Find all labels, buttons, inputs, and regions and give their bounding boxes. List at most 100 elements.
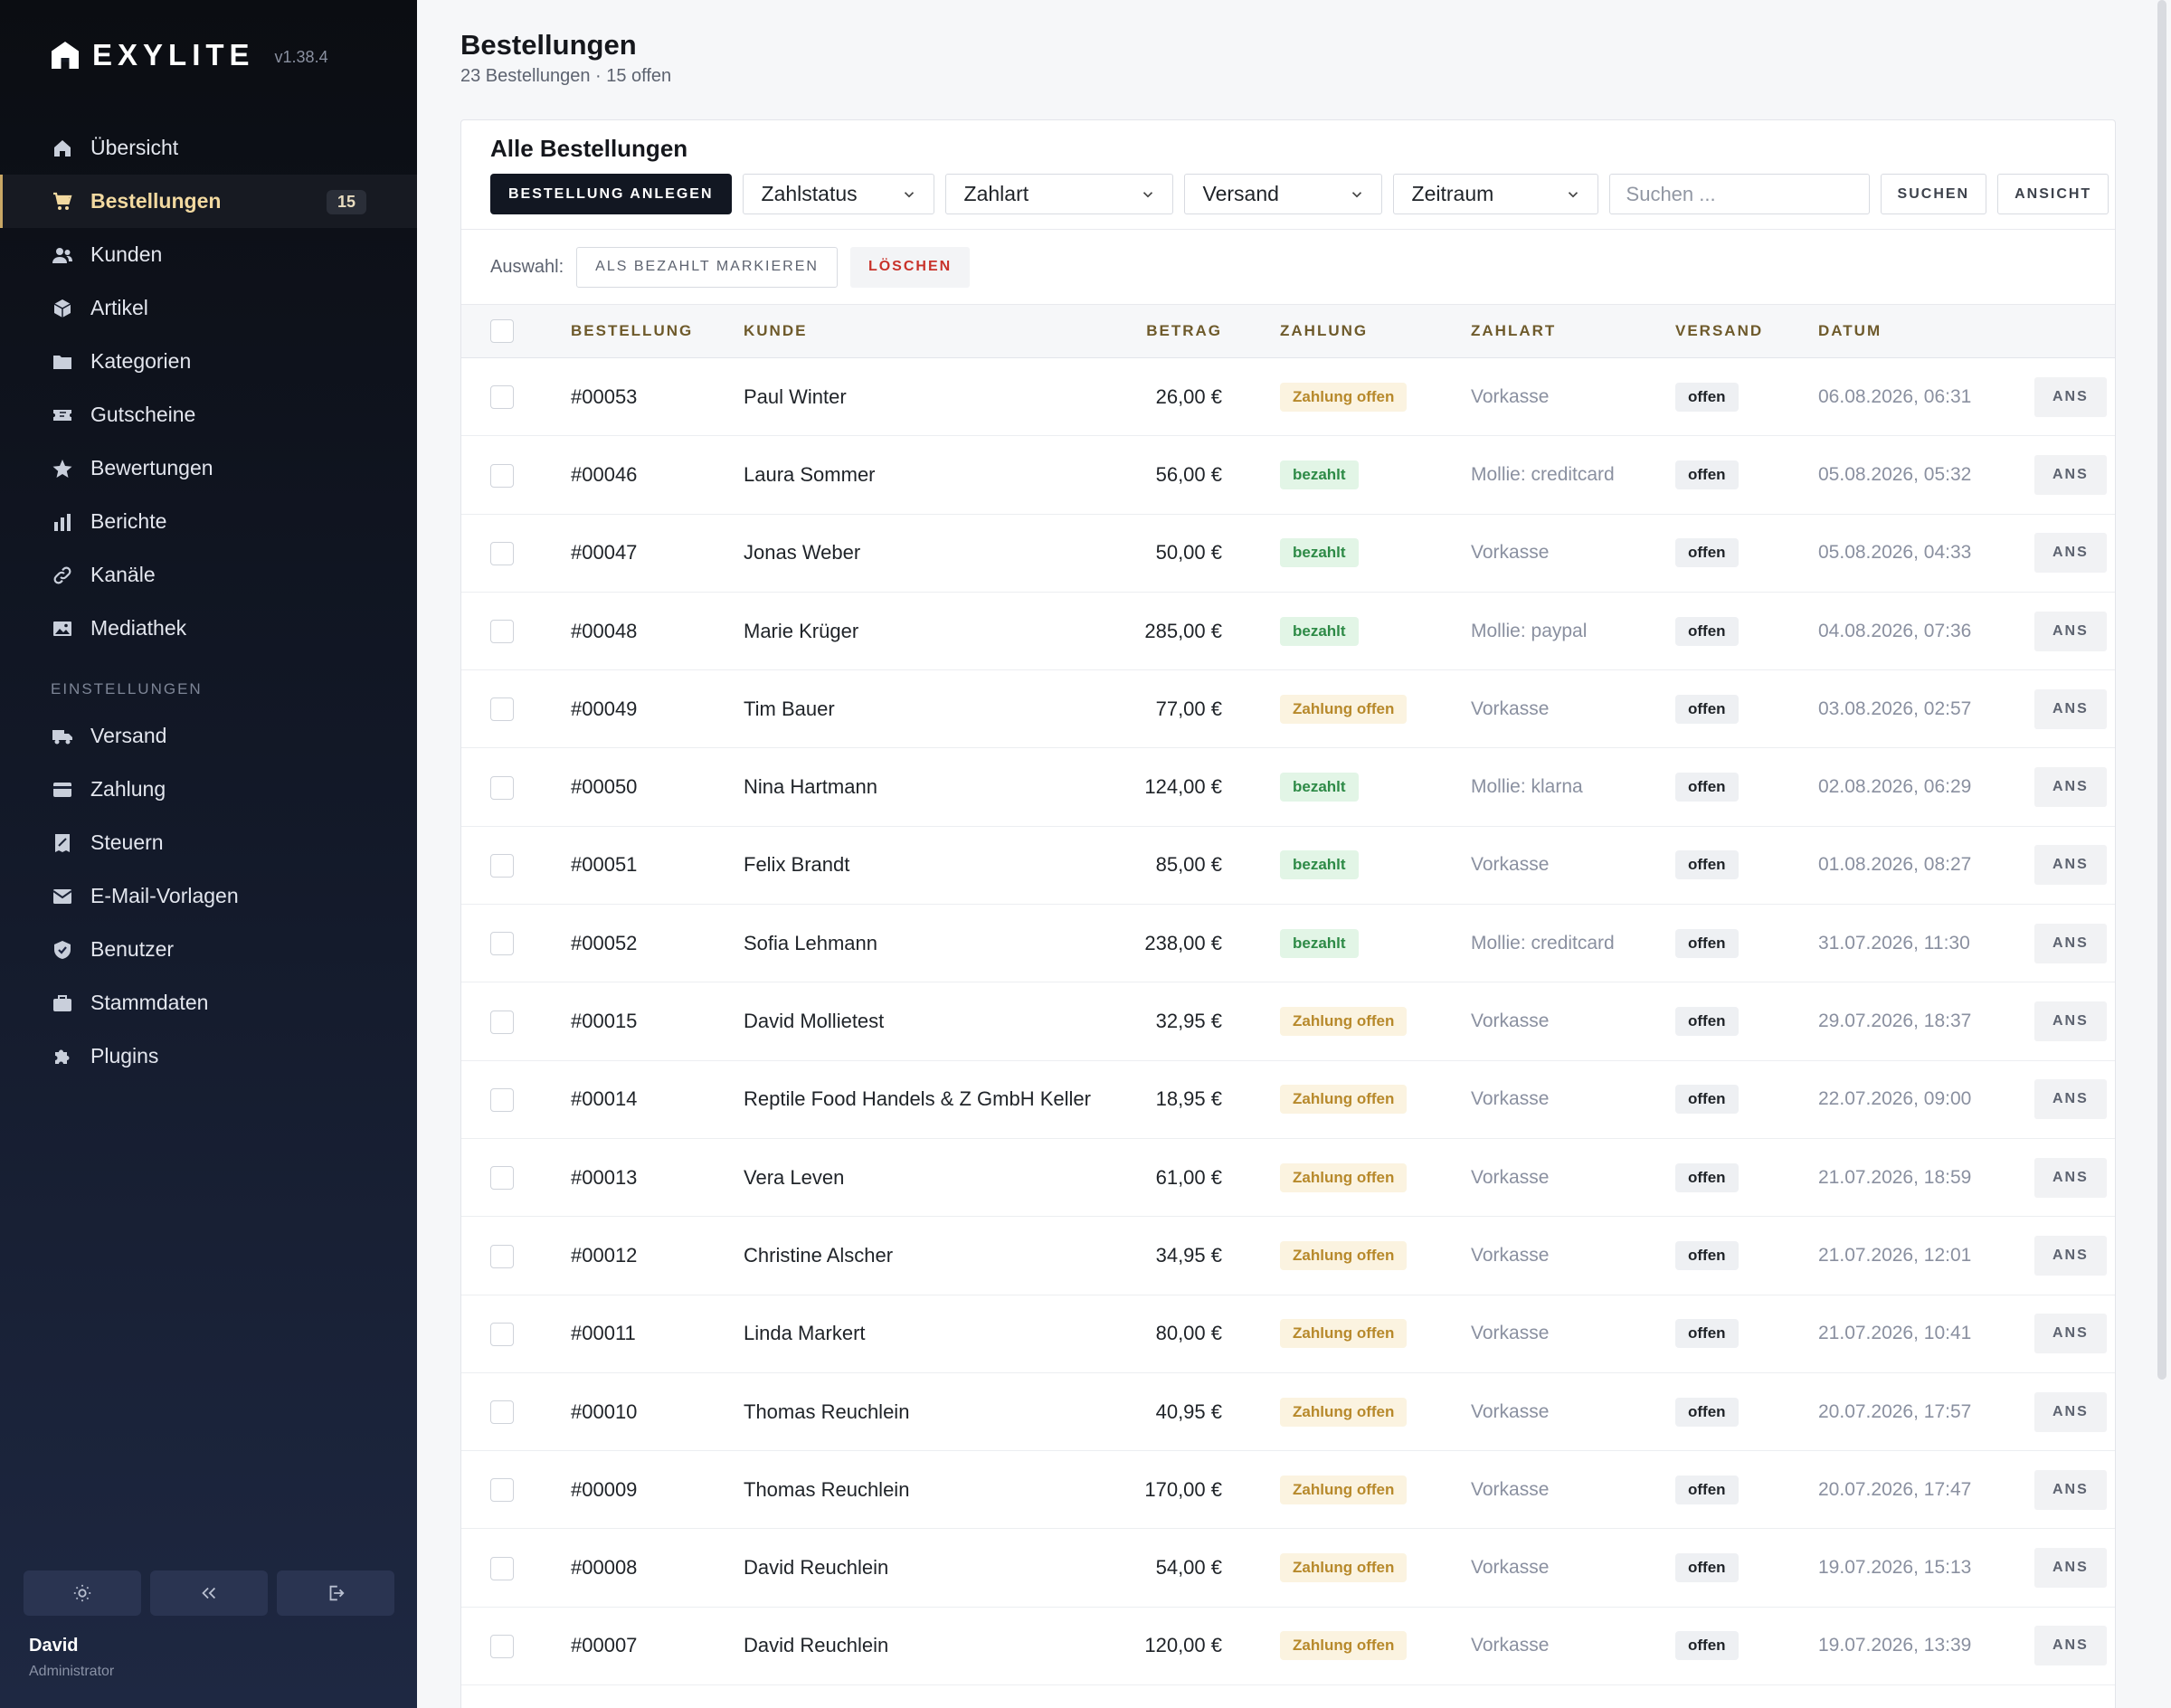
row-checkbox[interactable] xyxy=(490,1634,514,1658)
view-order-button[interactable]: ANS xyxy=(2034,1235,2107,1276)
table-row[interactable]: #00008 David Reuchlein 54,00 € Zahlung offe… xyxy=(461,1529,2115,1608)
table-row[interactable]: #00014 Reptile Food Handels & Z GmbH Kell… xyxy=(461,1060,2115,1139)
view-order-button[interactable]: ANS xyxy=(2034,1001,2107,1042)
sidebar-item-steuern[interactable]: Steuern xyxy=(0,816,417,869)
view-order-button[interactable]: ANS xyxy=(2034,611,2107,651)
order-number[interactable]: #00015 xyxy=(571,1010,638,1033)
order-number[interactable]: #00012 xyxy=(571,1243,638,1267)
view-order-button[interactable]: ANS xyxy=(2034,1391,2107,1432)
table-row[interactable]: #00007 David Reuchlein 120,00 € Zahlung off… xyxy=(461,1607,2115,1685)
row-checkbox[interactable] xyxy=(490,620,514,644)
order-number[interactable]: #00049 xyxy=(571,697,638,720)
view-order-button[interactable]: ANS xyxy=(2034,454,2107,495)
sidebar-item-zahlung[interactable]: Zahlung xyxy=(0,763,417,816)
table-row[interactable]: #00012 Christine Alscher 34,95 € Zahlung of… xyxy=(461,1217,2115,1295)
search-input[interactable] xyxy=(1608,174,1870,214)
row-checkbox[interactable] xyxy=(490,1400,514,1425)
user-info[interactable]: David Administrator xyxy=(29,1636,114,1680)
row-checkbox[interactable] xyxy=(490,1166,514,1191)
row-checkbox[interactable] xyxy=(490,1244,514,1268)
create-order-button[interactable]: BESTELLUNG ANLEGEN xyxy=(490,174,732,214)
header-payment[interactable]: ZAHLUNG xyxy=(1280,322,1369,339)
order-number[interactable]: #00050 xyxy=(571,775,638,799)
table-row[interactable]: #00050 Nina Hartmann 124,00 € bezahlt Mollie… xyxy=(461,748,2115,827)
order-number[interactable]: #00011 xyxy=(571,1322,636,1345)
logout-button[interactable] xyxy=(277,1570,394,1616)
table-row[interactable]: #00015 David Mollietest 32,95 € Zahlung off… xyxy=(461,982,2115,1061)
table-row[interactable]: #00051 Felix Brandt 85,00 € bezahlt Vorkasse… xyxy=(461,826,2115,905)
view-order-button[interactable]: ANS xyxy=(2034,688,2107,729)
order-number[interactable]: #00014 xyxy=(571,1087,638,1111)
sidebar-item-versand[interactable]: Versand xyxy=(0,709,417,763)
header-customer[interactable]: KUNDE xyxy=(744,322,808,339)
period-select[interactable]: Zeitraum xyxy=(1392,174,1598,214)
sidebar-item-kanäle[interactable]: Kanäle xyxy=(0,548,417,602)
select-all-checkbox[interactable] xyxy=(490,319,514,343)
order-number[interactable]: #00048 xyxy=(571,619,638,642)
sidebar-item-übersicht[interactable]: Übersicht xyxy=(0,121,417,175)
sidebar-item-berichte[interactable]: Berichte xyxy=(0,495,417,548)
view-order-button[interactable]: ANS xyxy=(2034,845,2107,886)
view-order-button[interactable]: ANS xyxy=(2034,533,2107,574)
table-row[interactable]: #00052 Sofia Lehmann 238,00 € bezahlt Mollie… xyxy=(461,905,2115,982)
row-checkbox[interactable] xyxy=(490,854,514,878)
row-checkbox[interactable] xyxy=(490,385,514,410)
table-row[interactable]: #00010 Thomas Reuchlein 40,95 € Zahlung off… xyxy=(461,1372,2115,1451)
sidebar-item-stammdaten[interactable]: Stammdaten xyxy=(0,976,417,1030)
table-row[interactable]: #00013 Vera Leven 61,00 € Zahlung offen Vork… xyxy=(461,1138,2115,1217)
table-row[interactable]: #00047 Jonas Weber 50,00 € bezahlt Vorkasse o… xyxy=(461,514,2115,593)
collapse-sidebar-button[interactable] xyxy=(150,1570,268,1616)
order-number[interactable]: #00008 xyxy=(571,1556,638,1580)
view-order-button[interactable]: ANS xyxy=(2034,376,2107,417)
row-checkbox[interactable] xyxy=(490,1556,514,1580)
row-checkbox[interactable] xyxy=(490,1010,514,1034)
delete-button[interactable]: LÖSCHEN xyxy=(849,246,971,288)
order-number[interactable]: #00010 xyxy=(571,1400,638,1423)
table-row[interactable]: #00011 Linda Markert 80,00 € Zahlung offen V… xyxy=(461,1295,2115,1373)
row-checkbox[interactable] xyxy=(490,463,514,488)
sidebar-item-e-mail-vorlagen[interactable]: E-Mail-Vorlagen xyxy=(0,869,417,923)
header-date[interactable]: DATUM xyxy=(1818,322,1882,339)
theme-toggle-button[interactable] xyxy=(24,1570,141,1616)
sidebar-item-artikel[interactable]: Artikel xyxy=(0,281,417,335)
search-button[interactable]: SUCHEN xyxy=(1880,174,1987,214)
view-order-button[interactable]: ANS xyxy=(2034,1314,2107,1354)
order-number[interactable]: #00047 xyxy=(571,541,638,565)
row-checkbox[interactable] xyxy=(490,697,514,722)
view-button[interactable]: ANSICHT xyxy=(1997,174,2109,214)
view-order-button[interactable]: ANS xyxy=(2034,923,2107,963)
header-amount[interactable]: BETRAG xyxy=(1146,322,1222,339)
view-order-button[interactable]: ANS xyxy=(2034,1157,2107,1198)
row-checkbox[interactable] xyxy=(490,541,514,565)
row-checkbox[interactable] xyxy=(490,775,514,800)
table-row[interactable]: #00009 Thomas Reuchlein 170,00 € Zahlung of… xyxy=(461,1451,2115,1529)
shipping-select[interactable]: Versand xyxy=(1183,174,1382,214)
sidebar-item-plugins[interactable]: Plugins xyxy=(0,1030,417,1083)
sidebar-item-gutscheine[interactable]: Gutscheine xyxy=(0,388,417,441)
sidebar-item-bewertungen[interactable]: Bewertungen xyxy=(0,441,417,495)
view-order-button[interactable]: ANS xyxy=(2034,1469,2107,1510)
mark-paid-button[interactable]: ALS BEZAHLT MARKIEREN xyxy=(576,246,838,288)
order-number[interactable]: #00051 xyxy=(571,853,638,877)
order-number[interactable]: #00053 xyxy=(571,384,638,408)
table-row[interactable]: #00053 Paul Winter 26,00 € Zahlung offen Vor… xyxy=(461,358,2115,436)
brand[interactable]: EXYLITE v1.38.4 xyxy=(49,38,328,72)
payment-method-select[interactable]: Zahlart xyxy=(944,174,1173,214)
page-scrollbar[interactable] xyxy=(2157,0,2166,1380)
order-number[interactable]: #00052 xyxy=(571,931,638,954)
table-row[interactable]: #00049 Tim Bauer 77,00 € Zahlung offen Vorka… xyxy=(461,670,2115,748)
sidebar-item-kunden[interactable]: Kunden xyxy=(0,228,417,281)
row-checkbox[interactable] xyxy=(490,1478,514,1503)
sidebar-item-bestellungen[interactable]: Bestellungen 15 xyxy=(0,175,417,228)
row-checkbox[interactable] xyxy=(490,1087,514,1112)
sidebar-item-mediathek[interactable]: Mediathek xyxy=(0,602,417,655)
payment-status-select[interactable]: Zahlstatus xyxy=(742,174,934,214)
view-order-button[interactable]: ANS xyxy=(2034,1548,2107,1589)
header-order[interactable]: BESTELLUNG xyxy=(571,322,694,339)
view-order-button[interactable]: ANS xyxy=(2034,1079,2107,1120)
row-checkbox[interactable] xyxy=(490,932,514,956)
order-number[interactable]: #00013 xyxy=(571,1165,638,1189)
order-number[interactable]: #00046 xyxy=(571,462,638,486)
header-method[interactable]: ZAHLART xyxy=(1471,322,1557,339)
order-number[interactable]: #00009 xyxy=(571,1477,638,1501)
